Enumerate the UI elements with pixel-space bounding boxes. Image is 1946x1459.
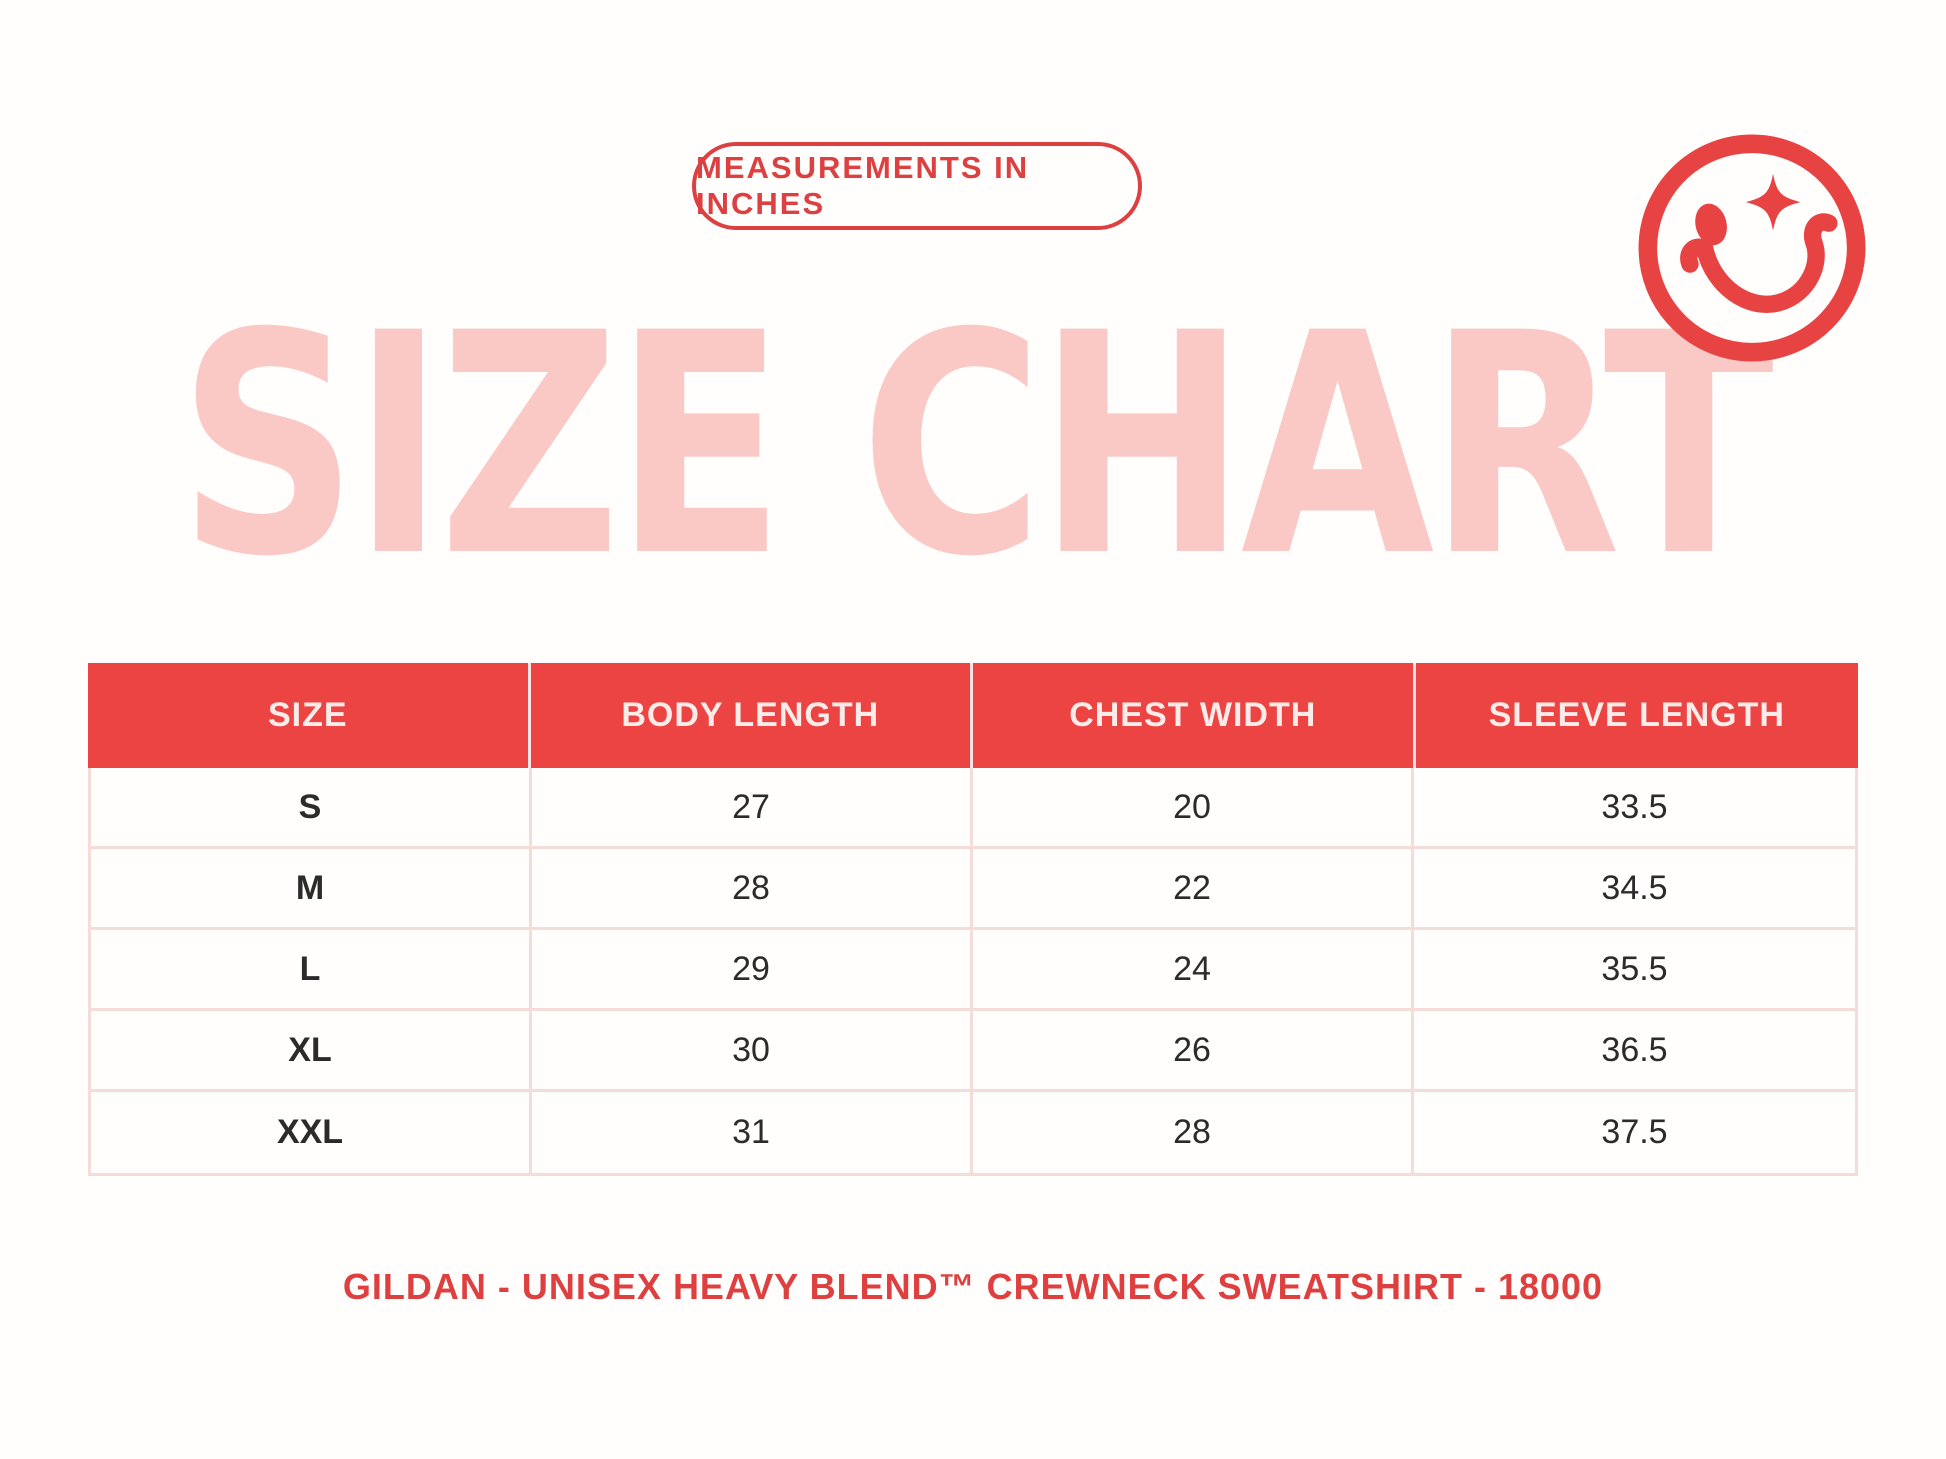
table-cell: M [91,849,532,927]
table-cell: 26 [973,1011,1414,1089]
product-name-label: GILDAN - UNISEX HEAVY BLEND™ CREWNECK SW… [342,1266,1604,1307]
winking-smiley-icon [1638,134,1866,362]
table-cell: 35.5 [1601,949,1668,988]
column-header-body-length: BODY LENGTH [531,663,973,768]
table-row: XL 30 26 36.5 [91,1011,1855,1092]
table-cell: 24 [973,930,1414,1008]
table-row: M 28 22 34.5 [91,849,1855,930]
table-cell: 28 [973,1092,1414,1173]
table-row: L 29 24 35.5 [91,930,1855,1011]
column-header-sleeve-length: SLEEVE LENGTH [1488,696,1785,734]
table-cell: 34.5 [1601,868,1668,907]
table-body: S 27 20 33.5 M 28 22 34.5 L 29 24 35.5 X… [88,768,1858,1176]
table-cell: 20 [973,768,1414,846]
table-cell: 22 [973,849,1414,927]
table-cell: 31 [532,1092,973,1173]
table-cell: 36.5 [1601,1030,1668,1069]
measurements-unit-badge: MEASUREMENTS IN INCHES [692,142,1142,230]
table-cell: 30 [532,1011,973,1089]
table-header-row: SIZE BODY LENGTH CHEST WIDTH SLEEVE LENG… [88,663,1858,768]
table-cell: L [91,930,532,1008]
table-cell: 27 [532,768,973,846]
size-table: SIZE BODY LENGTH CHEST WIDTH SLEEVE LENG… [88,663,1858,1176]
table-cell: 37.5 [1601,1113,1668,1151]
column-header-size: SIZE [88,663,531,768]
table-cell: 29 [532,930,973,1008]
table-cell: S [91,768,532,846]
table-cell: 28 [532,849,973,927]
table-row: XXL 31 28 37.5 [91,1092,1855,1173]
page-title: SIZE CHART [177,267,1774,624]
table-cell: 33.5 [1601,787,1668,826]
table-cell: XXL [91,1092,532,1173]
measurements-unit-label: MEASUREMENTS IN INCHES [696,150,1030,221]
column-header-chest-width: CHEST WIDTH [973,663,1416,768]
table-cell: XL [91,1011,532,1089]
table-row: S 27 20 33.5 [91,768,1855,849]
